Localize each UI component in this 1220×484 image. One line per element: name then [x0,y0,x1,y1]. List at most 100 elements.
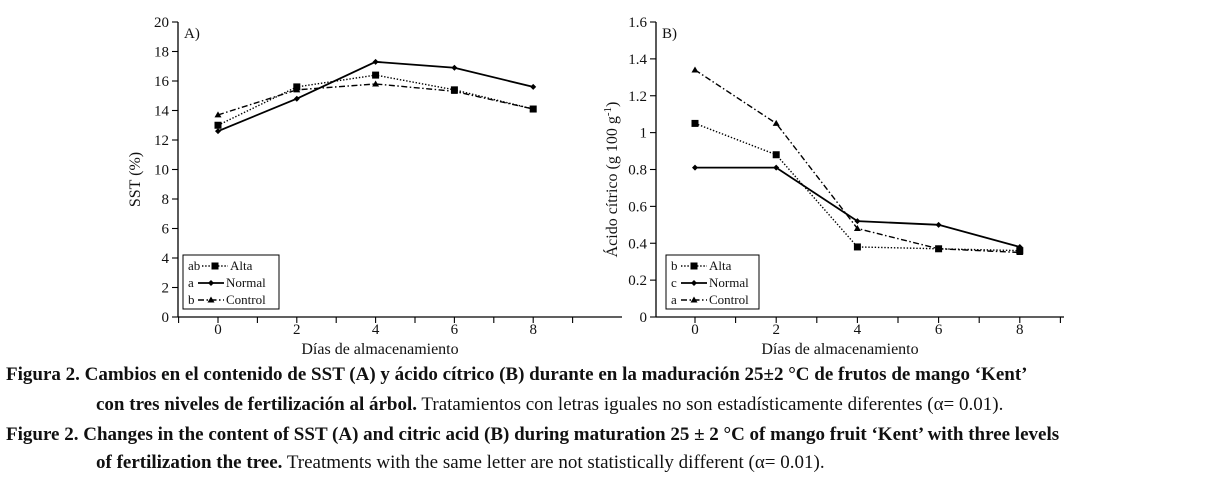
y-tick-label: 16 [154,74,170,90]
data-point-control [853,225,861,231]
legend-swatch-marker [208,280,214,286]
legend-letter: ab [188,258,200,273]
data-point-normal [530,83,537,90]
data-point-normal [215,128,221,135]
data-point-alta [691,119,699,127]
data-point-normal [935,221,942,228]
legend-swatch-marker [690,262,698,270]
y-tick-label: 1.6 [628,15,647,31]
y-tick-label: 4 [162,251,170,267]
x-tick-label: 8 [1016,322,1024,338]
data-point-alta [853,243,861,251]
panel-label: A) [184,26,200,42]
data-point-normal [451,64,458,71]
y-tick-label: 8 [162,192,170,208]
y-tick-label: 0.2 [628,273,647,289]
y-axis-title-text: Ácido cítrico (g 100 g [602,116,621,257]
y-tick-label: 14 [154,104,170,120]
y-tick-label: 0.6 [628,199,647,215]
y-tick-label: 20 [154,15,169,31]
legend-label: Alta [230,258,253,273]
legend: b Alta c Normal a Control [665,254,760,310]
y-tick-label: 0 [162,310,170,326]
y-tick-label: 1.2 [628,89,647,105]
data-point-alta [214,121,222,129]
y-axis-title-text: SST (%) [127,152,144,207]
y-tick-label: 10 [154,163,169,179]
x-axis-title: Días de almacenamiento [761,341,918,358]
y-axis-title-superscript: -1 [602,107,614,116]
caption-en-line-1: Figure 2. Changes in the content of SST … [6,422,1059,448]
legend-swatch-marker [211,262,219,270]
data-point-control [772,119,780,126]
chart-panel-a: 0 2 4 6 8 10 12 14 16 18 20 0 2 4 6 8 A) Días de almacena… [127,15,622,358]
x-tick-label: 2 [293,322,301,338]
series-normal [215,58,537,135]
y-axis-title: Ácido cítrico (g 100 g-1) [602,102,621,258]
caption-es-bold-1: Figura 2. Cambios en el contenido de SST… [6,364,1028,385]
data-point-control [372,80,380,87]
legend-letter: b [188,292,195,307]
caption-es-bold-2: con tres niveles de fertilización al árb… [96,394,418,415]
legend: ab Alta a Normal b Control [182,254,280,310]
y-axis-title-end: ) [604,102,621,107]
data-point-normal [1016,243,1023,250]
x-tick-label: 4 [372,322,380,338]
data-point-control [1016,248,1024,255]
caption-es-normal: Tratamientos con letras iguales no son e… [417,394,1004,415]
x-tick-label: 6 [935,322,943,338]
legend-label: Normal [709,275,749,290]
data-point-alta [772,151,780,159]
data-point-control [450,87,458,94]
y-axis-title: SST (%) [127,152,144,207]
y-tick-label: 0 [640,310,648,326]
series-normal [692,164,1023,250]
data-point-normal [854,218,861,225]
y-tick-label: 1 [640,126,648,142]
caption-en-line-2: of fertilization the tree. Treatments wi… [96,450,825,476]
caption-en-bold-2: of fertilization the tree. [96,452,283,473]
legend-swatch-marker [690,296,698,303]
y-tick-label: 0.4 [628,236,647,252]
legend-label: Normal [226,275,266,290]
x-axis-title: Días de almacenamiento [301,341,458,358]
caption-en-bold-1: Figure 2. Changes in the content of SST … [6,424,1060,445]
x-tick-label: 6 [451,322,459,338]
y-tick-label: 2 [162,281,170,297]
caption-es-line-2: con tres niveles de fertilización al árb… [96,392,1003,418]
legend-label: Alta [709,258,732,273]
series-control [214,80,537,118]
legend-letter: b [671,258,678,273]
legend-swatch-marker [207,296,215,303]
y-tick-label: 18 [154,45,169,61]
data-point-normal [372,58,379,65]
legend-letter: a [671,292,677,307]
legend-letter: c [671,275,677,290]
y-tick-label: 12 [154,133,169,149]
series-line-alta [694,122,1020,252]
y-tick-label: 1.4 [628,52,647,68]
data-point-control [293,86,301,93]
data-point-control [214,111,222,118]
caption-en-normal: Treatments with the same letter are not … [282,452,825,473]
data-point-normal [773,164,780,171]
data-point-normal [293,95,300,102]
data-point-control [529,105,537,112]
x-tick-label: 0 [691,322,699,338]
legend-letter: a [188,275,194,290]
legend-swatch-marker [691,280,697,286]
x-tick-label: 2 [772,322,780,338]
x-tick-label: 4 [854,322,862,338]
chart-panel-b: 0 0.2 0.4 0.6 0.8 1 1.2 1.4 1.6 0 2 4 6 8 B) Días de al… [602,15,1064,358]
panel-label: B) [662,26,677,42]
x-tick-label: 8 [529,322,537,338]
data-point-control [935,245,943,252]
series-line-control [217,83,534,116]
data-point-alta [372,71,380,79]
series-line-normal [695,166,1021,248]
y-tick-label: 6 [162,222,170,238]
data-point-control [691,66,699,73]
data-point-normal [692,164,698,171]
